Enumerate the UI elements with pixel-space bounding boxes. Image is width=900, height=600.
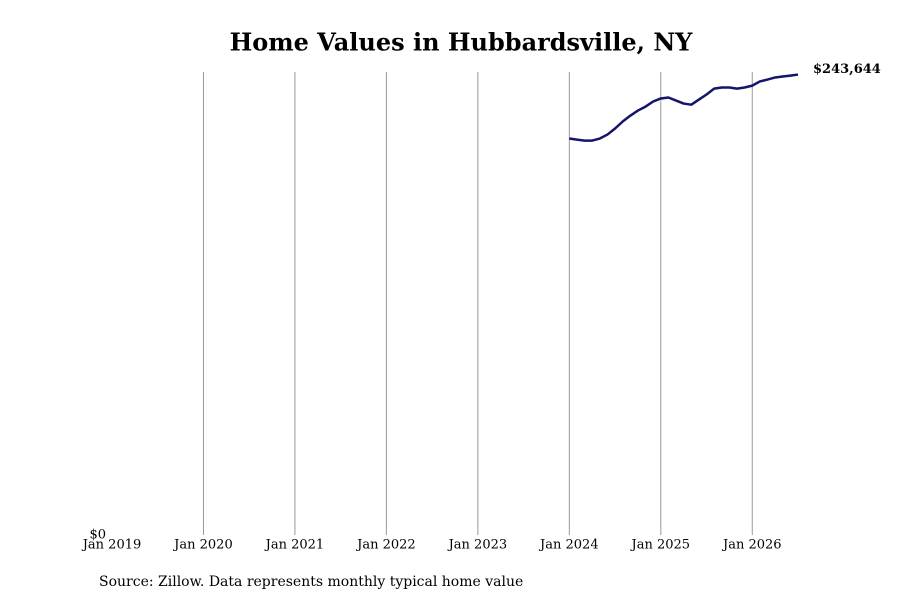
x-tick-label: Jan 2020 [172,538,233,553]
x-tick-label: Jan 2025 [630,538,691,553]
x-tick-label: Jan 2019 [81,538,142,553]
x-tick-label: Jan 2022 [355,538,416,553]
x-tick-label: Jan 2026 [721,538,782,553]
x-tick-label: Jan 2021 [264,538,325,553]
y-tick-label: $0 [89,528,106,543]
line [569,73,799,142]
value-label: $243,644 [813,62,881,77]
x-tick-label: Jan 2023 [447,538,508,553]
chart-title: Home Values in Hubbardsville, NY [230,28,694,57]
source-note: Source: Zillow. Data represents monthly … [99,574,523,590]
x-tick-label: Jan 2024 [538,538,599,553]
